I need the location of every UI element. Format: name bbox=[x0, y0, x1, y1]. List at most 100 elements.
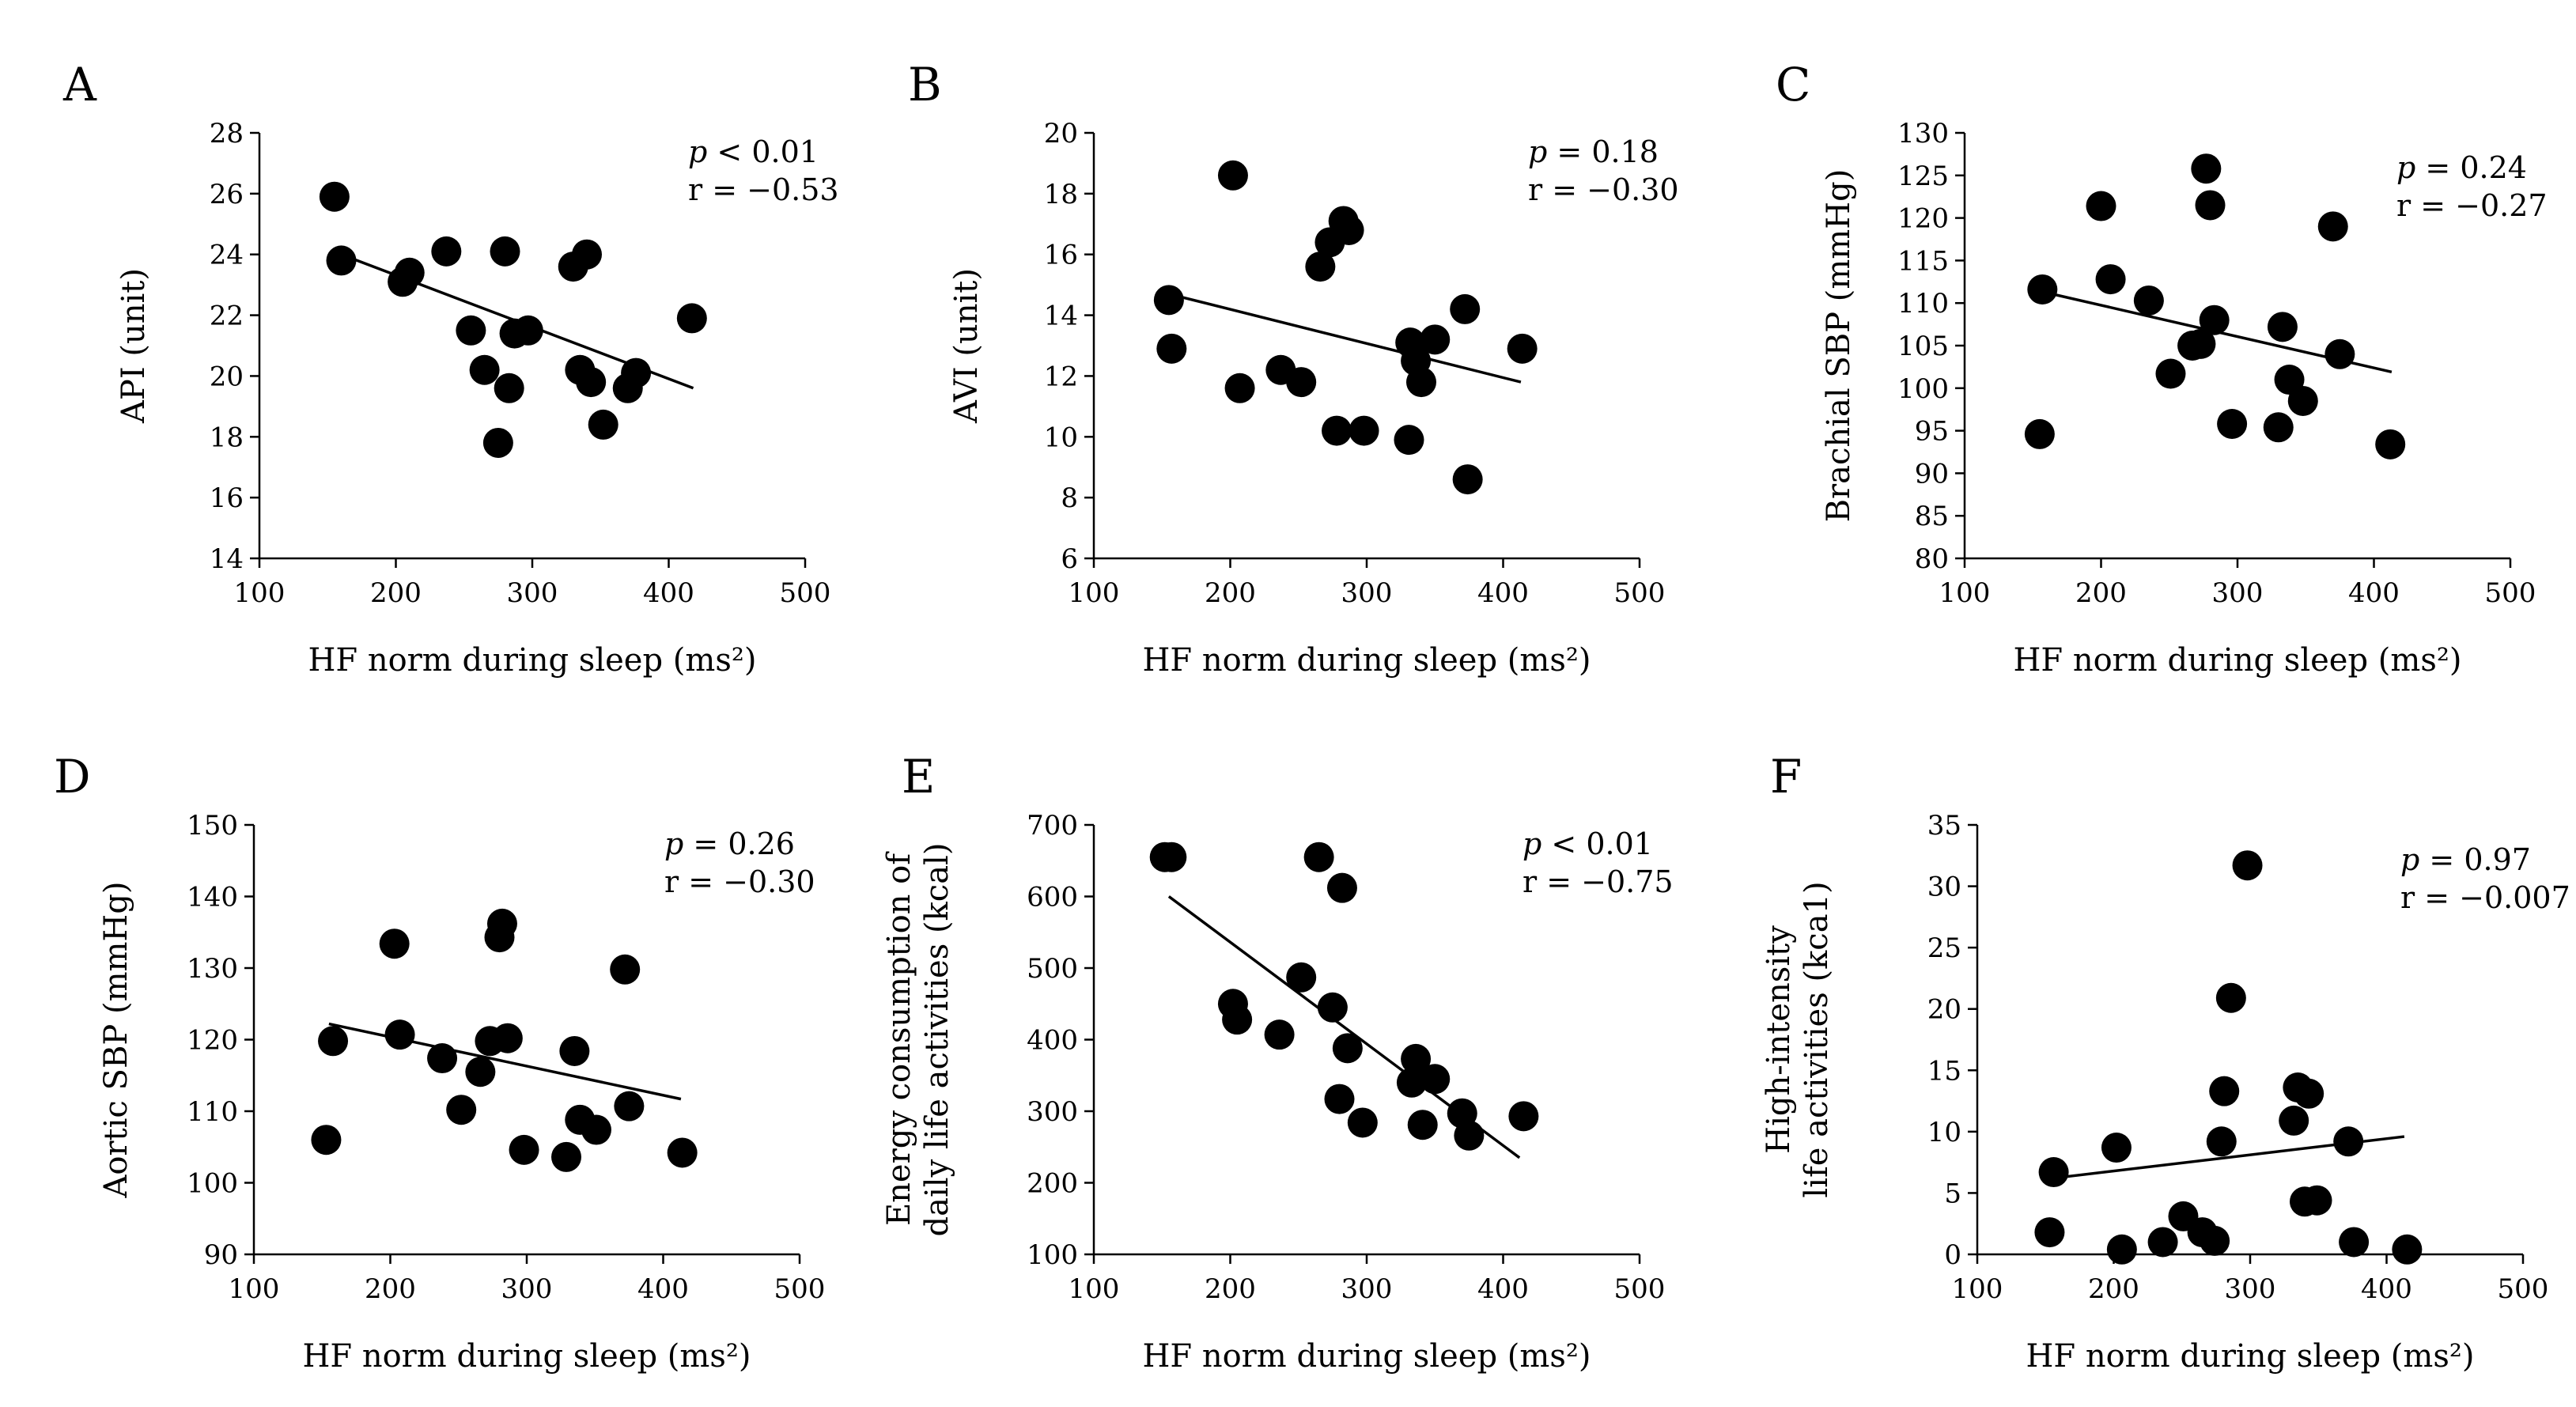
p-symbol: p bbox=[2396, 150, 2415, 185]
data-point bbox=[1303, 842, 1334, 872]
y-axis-label: AVI (unit) bbox=[948, 268, 985, 424]
data-point bbox=[2339, 1227, 2370, 1258]
y-axis-label: life activities (kca1) bbox=[1799, 881, 1835, 1197]
y-tick-label: 700 bbox=[1027, 810, 1078, 842]
y-tick-label: 26 bbox=[210, 179, 244, 210]
y-tick-label: 20 bbox=[1927, 994, 1961, 1026]
data-point bbox=[2232, 850, 2263, 881]
panel-letter: A bbox=[62, 58, 97, 112]
y-tick-label: 10 bbox=[1927, 1117, 1961, 1148]
data-point bbox=[1347, 1107, 1378, 1138]
data-point bbox=[456, 315, 486, 346]
y-tick-label: 100 bbox=[187, 1168, 238, 1200]
y-tick-label: 28 bbox=[210, 118, 244, 149]
data-point bbox=[2038, 1157, 2069, 1188]
data-point bbox=[2155, 358, 2186, 389]
panel-e: E 100 200 300 400 500 600 700 100 200 300 400 500 HF … bbox=[881, 750, 1674, 1375]
y-tick-label: 115 bbox=[1897, 245, 1949, 277]
data-point bbox=[431, 236, 462, 267]
data-point bbox=[1153, 285, 1184, 316]
data-point bbox=[559, 1035, 590, 1066]
y-tick-label: 20 bbox=[1044, 118, 1078, 149]
data-point bbox=[588, 409, 618, 440]
data-point bbox=[2200, 1225, 2230, 1256]
data-point bbox=[513, 315, 543, 346]
x-tick-label: 200 bbox=[2088, 1273, 2139, 1305]
data-point bbox=[1401, 1043, 1432, 1074]
data-point bbox=[2215, 982, 2246, 1013]
data-point bbox=[2024, 418, 2055, 449]
data-point bbox=[486, 908, 517, 939]
y-axis-label: High-intensity bbox=[1761, 925, 1797, 1154]
data-point bbox=[1224, 373, 1255, 403]
y-tick-label: 16 bbox=[210, 482, 244, 514]
x-tick-label: 500 bbox=[774, 1273, 826, 1305]
x-axis-label: HF norm during sleep (ms²) bbox=[308, 642, 756, 679]
data-point bbox=[384, 1019, 415, 1050]
data-point bbox=[1407, 1110, 1438, 1140]
r-value-annotation: r = −0.75 bbox=[1523, 864, 1674, 899]
data-point bbox=[610, 954, 641, 985]
y-tick-label: 0 bbox=[1944, 1239, 1961, 1271]
p-value-annotation: p = 0.18 bbox=[1528, 134, 1659, 169]
data-point bbox=[2375, 429, 2406, 460]
y-tick-label: 140 bbox=[187, 882, 238, 913]
data-point bbox=[379, 929, 410, 959]
y-tick-label: 22 bbox=[210, 301, 244, 332]
data-point bbox=[1507, 333, 1538, 364]
y-tick-label: 110 bbox=[187, 1096, 238, 1128]
data-point bbox=[2287, 385, 2318, 416]
p-value-annotation: p = 0.26 bbox=[664, 826, 795, 861]
r-value-annotation: r = −0.30 bbox=[664, 864, 815, 899]
y-tick-label: 6 bbox=[1061, 543, 1078, 575]
p-symbol: p bbox=[664, 826, 683, 861]
data-point bbox=[1452, 464, 1483, 495]
data-point bbox=[2294, 1078, 2324, 1109]
p-value-text: < 0.01 bbox=[1541, 826, 1653, 861]
data-point bbox=[2267, 312, 2298, 342]
y-axis-label: Aortic SBP (mmHg) bbox=[98, 881, 134, 1198]
data-point bbox=[1222, 1004, 1253, 1035]
y-tick-label: 600 bbox=[1027, 882, 1078, 913]
p-value-text: = 0.26 bbox=[683, 826, 795, 861]
y-tick-label: 10 bbox=[1044, 422, 1078, 453]
y-tick-label: 8 bbox=[1061, 482, 1078, 514]
data-point bbox=[318, 1026, 349, 1057]
x-tick-label: 300 bbox=[1341, 1273, 1393, 1305]
x-tick-label: 500 bbox=[2498, 1273, 2549, 1305]
y-tick-label: 24 bbox=[210, 240, 244, 271]
x-axis-label: HF norm during sleep (ms²) bbox=[302, 1338, 751, 1375]
data-point bbox=[509, 1134, 539, 1165]
x-tick-label: 100 bbox=[229, 1273, 280, 1305]
data-point bbox=[1508, 1101, 1539, 1132]
data-point bbox=[482, 427, 513, 458]
data-point bbox=[667, 1137, 698, 1168]
x-tick-label: 400 bbox=[643, 577, 694, 609]
data-point bbox=[1420, 324, 1451, 355]
data-point bbox=[676, 303, 707, 334]
x-tick-label: 200 bbox=[1205, 577, 1256, 609]
data-point bbox=[1349, 415, 1379, 446]
data-point bbox=[1454, 1120, 1485, 1151]
data-point bbox=[1394, 425, 1424, 456]
data-point bbox=[2206, 1126, 2237, 1157]
y-tick-label: 120 bbox=[187, 1025, 238, 1057]
p-value-annotation: p = 0.97 bbox=[2400, 842, 2531, 877]
data-point bbox=[2217, 408, 2248, 439]
y-tick-label: 130 bbox=[1897, 118, 1949, 149]
p-symbol: p bbox=[1523, 826, 1541, 861]
data-point bbox=[2324, 339, 2355, 369]
data-point bbox=[1264, 1019, 1295, 1050]
trend-line bbox=[1168, 292, 1522, 384]
data-point bbox=[2095, 264, 2126, 295]
data-point bbox=[2133, 285, 2164, 316]
y-axis-label: Energy consumption of bbox=[881, 851, 917, 1226]
x-tick-label: 200 bbox=[365, 1273, 416, 1305]
y-tick-label: 85 bbox=[1915, 501, 1949, 532]
y-tick-label: 30 bbox=[1927, 872, 1961, 903]
data-point bbox=[1317, 992, 1348, 1023]
y-tick-label: 14 bbox=[210, 543, 244, 575]
data-point bbox=[1332, 1033, 1363, 1064]
